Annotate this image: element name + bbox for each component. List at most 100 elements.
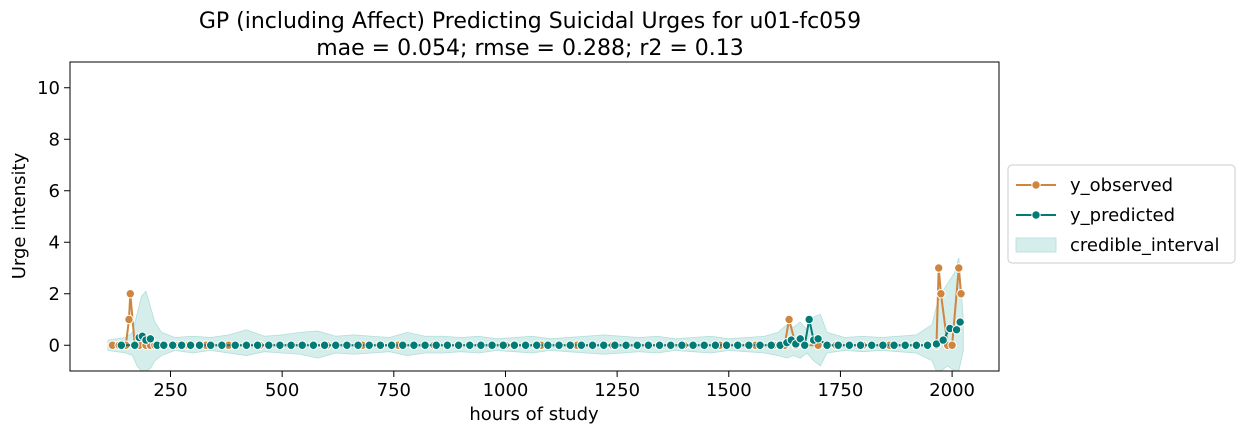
chart-subtitle: mae = 0.054; rmse = 0.288; r2 = 0.13 [316, 36, 744, 61]
y-predicted-point [710, 340, 721, 350]
y-predicted-point [867, 340, 877, 350]
y-predicted-point [286, 340, 296, 350]
y-tick-label: 2 [49, 284, 60, 305]
y-predicted-point [911, 340, 922, 350]
y-predicted-point [621, 340, 631, 350]
x-tick-label: 750 [377, 380, 411, 401]
legend-box [1007, 164, 1236, 264]
plot-frame [69, 61, 1000, 372]
y-predicted-point [353, 340, 363, 350]
legend-marker-y-observed [1031, 180, 1041, 190]
y-observed-point [954, 263, 964, 273]
y-observed-point [936, 289, 946, 299]
legend-label-y-predicted: y_predicted [1070, 205, 1175, 226]
y-predicted-point [442, 340, 453, 350]
legend-marker-y-predicted [1031, 210, 1041, 220]
x-tick-label: 1000 [483, 380, 529, 401]
y-predicted-point [643, 340, 654, 350]
y-predicted-point [543, 340, 553, 350]
y-predicted-point [398, 340, 408, 350]
y-predicted-point [364, 340, 374, 350]
y-axis-label: Urge intensity [9, 152, 30, 279]
y-predicted-point [168, 340, 178, 350]
y-predicted-point [844, 340, 855, 350]
x-tick-label: 500 [265, 380, 299, 401]
legend-swatch-credible-interval [1015, 237, 1057, 253]
legend-label-y-observed: y_observed [1070, 175, 1173, 196]
y-predicted-point [688, 340, 698, 350]
y-predicted-point [308, 340, 319, 350]
x-tick-label: 250 [153, 380, 187, 401]
y-predicted-point [487, 340, 497, 350]
y-observed-point [784, 314, 794, 325]
y-predicted-point [386, 340, 397, 350]
y-tick-label: 4 [49, 232, 60, 253]
y-predicted-point [331, 340, 341, 350]
y-predicted-point [264, 340, 274, 350]
y-predicted-point [951, 325, 962, 335]
y-predicted-point [275, 340, 285, 350]
y-tick-label: 0 [49, 335, 60, 356]
y-observed-point [934, 263, 944, 273]
y-predicted-point [159, 340, 169, 350]
y-predicted-point [176, 340, 187, 350]
y-predicted-point [498, 340, 508, 350]
y-predicted-point [721, 340, 732, 350]
y-predicted-point [955, 317, 965, 327]
y-predicted-point [610, 340, 620, 350]
y-predicted-point [938, 335, 948, 345]
chart-title: GP (including Affect) Predicting Suicida… [199, 9, 861, 34]
y-predicted-point [465, 340, 475, 350]
y-predicted-point [565, 340, 575, 350]
y-observed-point [956, 289, 966, 299]
y-tick-label: 6 [49, 181, 60, 202]
y-predicted-point [922, 340, 933, 350]
y-predicted-point [409, 340, 419, 350]
y-predicted-point [699, 340, 709, 350]
legend-label-credible-interval: credible_interval [1070, 235, 1220, 256]
y-predicted-point [632, 340, 642, 350]
y-predicted-point [813, 334, 823, 344]
legend: y_observed y_predicted credible_interval [1007, 164, 1236, 264]
y-tick-label: 8 [49, 129, 60, 150]
y-predicted-point [297, 340, 307, 350]
y-predicted-point [666, 340, 676, 350]
y-observed-point [947, 340, 957, 350]
y-predicted-point [520, 340, 531, 350]
y-predicted-point [342, 340, 352, 350]
y-predicted-point [654, 340, 665, 350]
x-tick-label: 2000 [929, 380, 975, 401]
axes: 250 500 750 1000 1250 1500 1750 2000 0 2 4 6 8 10 [37, 78, 975, 401]
y-predicted-point [855, 340, 866, 350]
y-predicted-point [822, 340, 832, 350]
y-predicted-point [733, 340, 743, 350]
x-tick-label: 1750 [818, 380, 864, 401]
y-predicted-point [145, 334, 156, 344]
y-predicted-point [252, 340, 263, 350]
credible-interval-band [107, 257, 964, 371]
y-predicted-point [319, 340, 330, 350]
y-predicted-point [677, 340, 687, 350]
y-predicted-point [599, 340, 609, 350]
y-predicted-point [804, 314, 814, 325]
y-predicted-point [420, 340, 430, 350]
y-predicted-point [509, 340, 520, 350]
x-tick-label: 1500 [706, 380, 752, 401]
y-predicted-point [453, 340, 464, 350]
y-predicted-point [766, 340, 776, 350]
y-predicted-point [587, 340, 598, 350]
y-predicted-point [116, 340, 127, 350]
y-predicted-point [744, 340, 754, 350]
y-predicted-point [833, 340, 843, 350]
y-predicted-point [130, 340, 140, 350]
y-predicted-point [194, 340, 205, 350]
y-predicted-point [755, 340, 765, 350]
y-predicted-point [795, 334, 805, 344]
y-predicted-point [878, 340, 888, 350]
y-predicted-point [185, 340, 196, 350]
x-axis-label: hours of study [469, 404, 599, 425]
y-predicted-point [205, 340, 216, 350]
y-predicted-point [217, 340, 227, 350]
